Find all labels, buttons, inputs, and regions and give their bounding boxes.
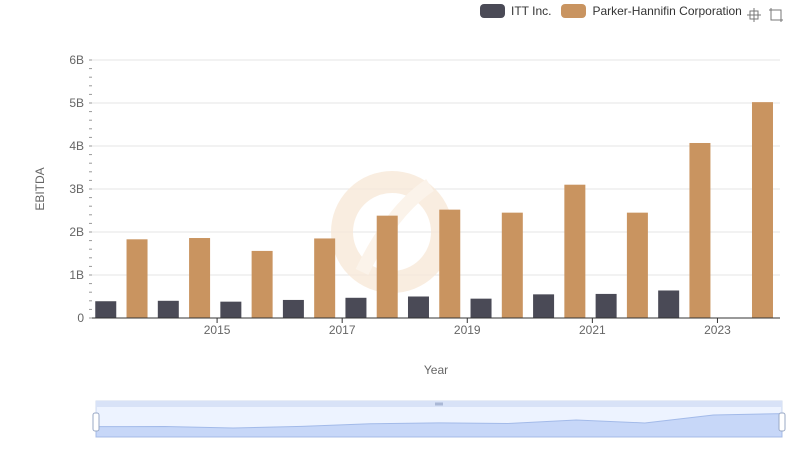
legend-swatch-itt	[480, 4, 505, 18]
x-tick-label: 2017	[329, 323, 356, 337]
data-zoom-handle-right[interactable]	[778, 412, 786, 432]
y-tick-label: 3B	[69, 182, 84, 196]
y-tick-label: 2B	[69, 225, 84, 239]
legend-label-itt: ITT Inc.	[511, 4, 552, 18]
bar-parker-hannifin-2020[interactable]	[501, 212, 523, 318]
zoom-icon[interactable]	[745, 6, 763, 24]
bar-parker-hannifin-2017[interactable]	[314, 238, 336, 318]
bar-itt-2021[interactable]	[533, 294, 555, 318]
y-axis-label: EBITDA	[33, 167, 47, 210]
x-tick-label: 2021	[579, 323, 606, 337]
bar-itt-2014[interactable]	[95, 301, 117, 318]
legend-label-parker-hannifin: Parker-Hannifin Corporation	[592, 4, 742, 18]
bar-parker-hannifin-2015[interactable]	[189, 238, 211, 318]
x-axis-label: Year	[424, 363, 448, 377]
bar-parker-hannifin-2024[interactable]	[751, 102, 773, 318]
y-tick-label: 1B	[69, 268, 84, 282]
bar-itt-2022[interactable]	[595, 293, 617, 318]
restore-icon[interactable]	[767, 6, 785, 24]
y-tick-label: 5B	[69, 96, 84, 110]
data-zoom-window[interactable]	[96, 407, 782, 437]
bar-itt-2016[interactable]	[220, 301, 242, 318]
bar-parker-hannifin-2018[interactable]	[376, 215, 398, 318]
data-zoom-slider[interactable]	[92, 400, 786, 438]
toolbox	[745, 6, 789, 24]
x-tick-label: 2019	[454, 323, 481, 337]
x-tick-label: 2015	[204, 323, 231, 337]
bar-itt-2019[interactable]	[407, 296, 429, 319]
data-zoom-grip[interactable]	[435, 402, 443, 406]
legend-item-parker-hannifin[interactable]: Parker-Hannifin Corporation	[561, 4, 742, 18]
bar-parker-hannifin-2023[interactable]	[689, 142, 711, 318]
bar-itt-2020[interactable]	[470, 298, 492, 318]
legend-item-itt[interactable]: ITT Inc.	[480, 4, 551, 18]
bar-parker-hannifin-2022[interactable]	[626, 212, 648, 318]
y-tick-label: 4B	[69, 139, 84, 153]
bar-itt-2015[interactable]	[157, 300, 179, 318]
bar-parker-hannifin-2021[interactable]	[564, 184, 586, 318]
legend-swatch-parker-hannifin	[561, 4, 587, 18]
data-zoom-preview-area	[95, 413, 783, 438]
x-axis: 2015 2017 2019 2021 2023	[92, 317, 780, 337]
bar-itt-2018[interactable]	[345, 297, 367, 318]
x-tick-label: 2023	[704, 323, 731, 337]
y-tick-label: 0	[77, 311, 84, 325]
bar-parker-hannifin-2019[interactable]	[439, 209, 461, 318]
bar-itt-2023[interactable]	[658, 290, 680, 318]
y-tick-label: 6B	[69, 53, 84, 67]
legend: ITT Inc. Parker-Hannifin Corporation	[480, 4, 752, 18]
bar-itt-2017[interactable]	[282, 299, 304, 318]
bar-parker-hannifin-2016[interactable]	[251, 250, 273, 318]
data-zoom-handle-left[interactable]	[92, 412, 100, 432]
grid-lines	[92, 59, 780, 276]
bars-group	[95, 102, 773, 318]
bar-parker-hannifin-2014[interactable]	[126, 239, 148, 318]
y-axis-ticks: 0 1B 2B 3B 4B 5B 6B	[69, 53, 92, 325]
